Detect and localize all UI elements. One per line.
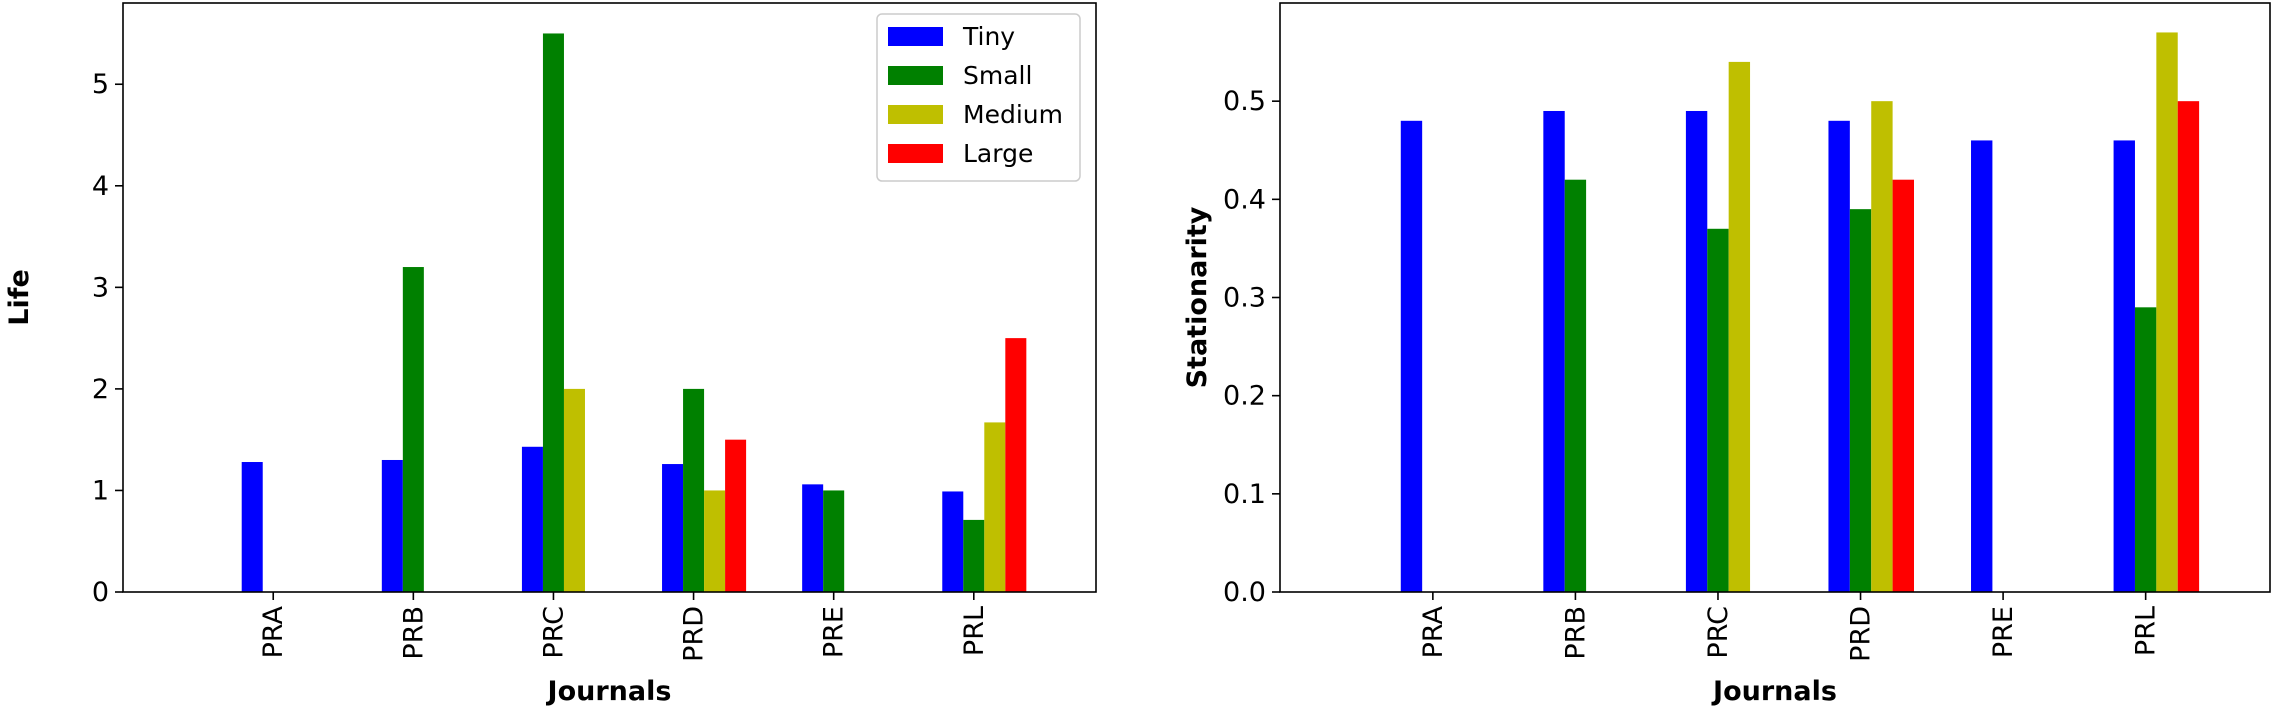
x-tick-label: PRA <box>258 605 289 658</box>
y-tick-label: 4 <box>92 171 109 202</box>
bar-small-prc <box>542 33 564 593</box>
y-tick-label: 1 <box>92 475 109 506</box>
bar-tiny-pre <box>802 484 824 592</box>
y-tick-label: 0.5 <box>1223 86 1266 117</box>
bar-tiny-prb <box>1543 110 1565 592</box>
y-axis-title: Life <box>4 269 35 326</box>
legend-label-tiny: Tiny <box>962 22 1015 51</box>
x-tick-label: PRB <box>1560 606 1591 660</box>
y-tick-label: 0.4 <box>1223 184 1266 215</box>
y-tick-label: 3 <box>92 272 109 303</box>
legend-label-large: Large <box>963 139 1033 168</box>
bar-tiny-prc <box>1685 110 1708 592</box>
bar-tiny-prl <box>2113 140 2135 592</box>
bars-group <box>1400 32 2200 593</box>
legend-box <box>876 13 1081 182</box>
y-tick-label: 5 <box>92 69 109 100</box>
chart-panel-2: 0.0 0.1 0.2 0.3 0.4 0.5 PRA PRB PRC PRD PRE PRL Jour… <box>1182 2 2271 707</box>
x-tick-label: PRA <box>1418 605 1449 658</box>
x-tick-label: PRB <box>398 606 429 660</box>
y-axis-title: Stationarity <box>1182 206 1213 388</box>
bar-medium-prd <box>704 490 726 592</box>
x-tick-label: PRC <box>538 606 569 659</box>
legend-label-small: Small <box>963 61 1032 90</box>
bar-small-prb <box>1564 179 1587 592</box>
bar-tiny-prb <box>381 459 403 592</box>
x-tick-label: PRE <box>1988 606 2019 658</box>
y-tick-label: 0 <box>92 577 109 608</box>
y-tick-label: 0.1 <box>1223 479 1266 510</box>
axes-frame <box>122 2 1097 593</box>
bar-small-prl <box>963 519 985 592</box>
bar-tiny-prc <box>521 446 543 592</box>
x-tick-label: PRD <box>1846 606 1877 662</box>
bar-small-prd <box>1849 209 1872 592</box>
y-tick-label: 0.0 <box>1223 577 1266 608</box>
x-tick-label: PRE <box>819 606 850 658</box>
bar-large-prd <box>1892 179 1914 592</box>
bar-tiny-pra <box>241 462 263 592</box>
bar-tiny-prd <box>662 464 684 592</box>
legend-swatch-tiny <box>888 27 943 46</box>
y-tick-label: 2 <box>92 374 109 405</box>
bar-small-prl <box>2134 307 2157 592</box>
x-tick-label: PRC <box>1703 606 1734 659</box>
x-tick-label: PRL <box>959 606 990 656</box>
bars-group <box>241 33 1027 593</box>
x-axis-title: Journals <box>1711 676 1837 707</box>
bar-tiny-prl <box>942 491 964 592</box>
legend-swatch-medium <box>888 105 943 124</box>
bar-medium-prc <box>563 388 585 592</box>
legend-label-medium: Medium <box>963 100 1063 129</box>
bar-small-pre <box>823 490 845 592</box>
bar-small-prb <box>402 267 424 592</box>
x-tick-label: PRL <box>2131 606 2162 656</box>
bar-large-prl <box>1005 338 1027 592</box>
legend-swatch-small <box>888 66 943 85</box>
x-tick-label: PRD <box>679 606 710 662</box>
bar-medium-prc <box>1728 61 1751 592</box>
legend: Tiny Small Medium Large <box>876 13 1081 182</box>
bar-small-prc <box>1707 228 1729 593</box>
y-tick-label: 0.2 <box>1223 381 1266 412</box>
chart-panel-1: 0 1 2 3 4 5 PRA PRB PRC PRD PRE PRL Journals Life Tiny… <box>4 2 1097 707</box>
bar-tiny-pre <box>1971 140 1993 592</box>
bar-medium-prl <box>984 422 1006 592</box>
bar-tiny-prd <box>1828 120 1850 593</box>
y-tick-label: 0.3 <box>1223 283 1266 314</box>
bar-large-prd <box>725 439 747 592</box>
x-axis-title: Journals <box>546 676 672 707</box>
bar-small-prd <box>683 388 705 592</box>
legend-swatch-large <box>888 144 943 163</box>
bar-tiny-pra <box>1400 120 1423 593</box>
bar-large-prl <box>2177 101 2200 593</box>
bar-medium-prl <box>2156 32 2178 592</box>
bar-medium-prd <box>1871 101 1893 593</box>
